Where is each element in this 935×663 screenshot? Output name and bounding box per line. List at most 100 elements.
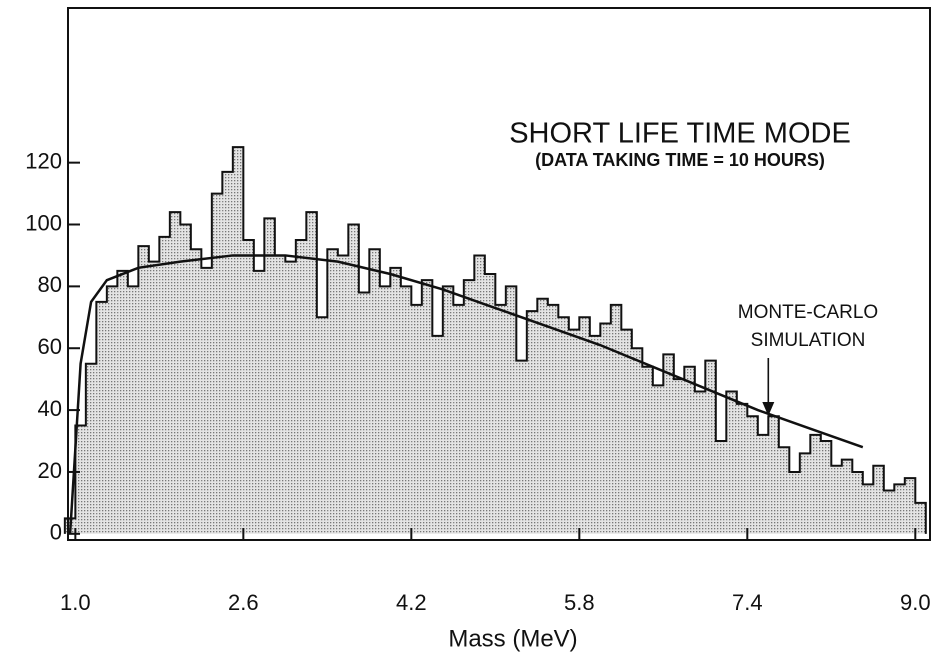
histogram-bar <box>400 286 412 534</box>
histogram-bar <box>495 304 506 534</box>
histogram-bar <box>232 147 244 534</box>
histogram-bar <box>390 267 401 534</box>
histogram-bar <box>516 360 527 534</box>
histogram-bar <box>547 304 559 534</box>
histogram-bar <box>621 329 632 534</box>
histogram-bar <box>106 286 118 534</box>
histogram-bar <box>904 478 916 534</box>
histogram-bar <box>316 317 328 534</box>
histogram-bar <box>610 304 622 534</box>
histogram-bar <box>568 329 580 534</box>
histogram-bar <box>862 484 874 534</box>
histogram-bar <box>201 267 212 534</box>
histogram-bar <box>852 471 863 534</box>
y-tick-label: 100 <box>25 210 62 235</box>
histogram-bar <box>505 286 517 534</box>
histogram-bar <box>411 304 422 534</box>
histogram-bar <box>600 323 611 534</box>
histogram-bar <box>453 304 464 534</box>
plot-frame <box>67 7 931 541</box>
histogram-bar <box>873 465 884 534</box>
histogram-bar <box>285 261 296 534</box>
histogram-bar <box>736 403 748 534</box>
histogram-bar <box>117 270 128 534</box>
histogram-bar <box>883 490 895 534</box>
histogram-bar <box>768 416 779 534</box>
histogram-bar <box>589 335 601 534</box>
histogram-bar <box>757 434 769 534</box>
arrow-head <box>762 402 775 416</box>
histogram-bar <box>558 317 569 534</box>
histogram-bar <box>222 171 233 534</box>
histogram-bar <box>348 224 359 534</box>
histogram-bar <box>663 354 674 534</box>
x-tick-label: 4.2 <box>396 590 427 615</box>
histogram-bar <box>831 465 842 534</box>
histogram-bar <box>127 286 139 534</box>
histogram-bar <box>264 218 275 534</box>
histogram-bar <box>841 459 853 534</box>
histogram-bar <box>358 292 370 534</box>
histogram-bar <box>159 236 170 534</box>
histogram-bar <box>726 391 737 534</box>
histogram-bar <box>442 286 454 534</box>
histogram-bar <box>295 239 307 534</box>
histogram-bar <box>820 441 832 534</box>
histogram-bar <box>579 317 590 534</box>
histogram-bar <box>789 471 800 534</box>
histogram-bar <box>484 274 496 534</box>
histogram-bar <box>526 311 538 534</box>
histogram-bar <box>747 416 758 534</box>
histogram-bar <box>85 363 97 534</box>
chart-title: SHORT LIFE TIME MODE <box>509 118 851 150</box>
histogram-bar <box>190 249 202 534</box>
y-tick-label: 20 <box>38 458 62 483</box>
histogram-bar <box>463 280 475 534</box>
histogram-bar <box>631 348 643 534</box>
histogram-bar <box>894 484 905 534</box>
chart-subtitle: (DATA TAKING TIME = 10 HOURS) <box>535 150 825 170</box>
histogram-bar <box>715 441 727 534</box>
histogram-bar <box>337 255 349 534</box>
histogram-bar <box>421 280 433 534</box>
histogram-bar <box>705 360 716 534</box>
histogram-bar <box>684 366 695 534</box>
histogram-bar <box>211 193 223 534</box>
histogram-bar <box>327 249 338 534</box>
histogram-bar <box>642 366 653 534</box>
x-tick-label: 1.0 <box>60 590 91 615</box>
y-tick-label: 80 <box>38 272 62 297</box>
histogram-bar <box>369 249 380 534</box>
histogram-bar <box>169 212 181 534</box>
histogram-bar <box>138 246 149 534</box>
simulation-curve <box>68 254 864 534</box>
histogram-bar <box>96 301 107 534</box>
histogram-bar <box>432 335 443 534</box>
histogram-bar <box>379 286 391 534</box>
histogram-bar <box>652 385 664 534</box>
histogram-bar <box>180 224 191 534</box>
histogram-outline <box>63 146 927 534</box>
histogram-bar <box>915 502 926 534</box>
histogram-bar <box>148 261 160 534</box>
x-tick-label: 5.8 <box>564 590 595 615</box>
histogram-bar <box>274 255 286 534</box>
histogram-bar <box>810 434 821 534</box>
histogram-bar <box>253 270 265 534</box>
y-tick-label: 60 <box>38 334 62 359</box>
histogram-bar <box>243 239 254 534</box>
histogram-bar <box>75 425 86 534</box>
histogram-bar <box>474 255 485 534</box>
y-tick-label: 120 <box>25 148 62 173</box>
x-tick-label: 2.6 <box>228 590 259 615</box>
histogram-bar <box>306 212 317 534</box>
y-tick-label: 0 <box>50 520 62 545</box>
histogram-bar <box>799 453 811 534</box>
annotation: SIMULATION <box>751 330 866 351</box>
y-tick-label: 40 <box>38 396 62 421</box>
histogram-bar <box>778 447 790 534</box>
x-tick-label: 7.4 <box>732 590 763 615</box>
histogram-bar <box>694 391 706 534</box>
x-tick-label: 9.0 <box>900 590 931 615</box>
